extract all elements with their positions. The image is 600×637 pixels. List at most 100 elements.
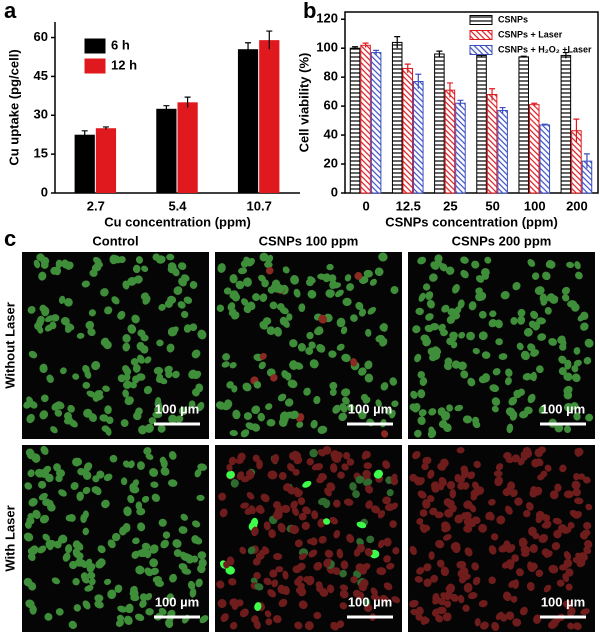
cell [409, 403, 417, 411]
cell [383, 555, 391, 563]
cell [441, 521, 451, 531]
cell [24, 521, 32, 529]
error-bar [520, 55, 527, 58]
cell [330, 621, 339, 631]
cell [506, 560, 514, 570]
cell [309, 359, 319, 369]
cell [246, 492, 255, 500]
cell [523, 327, 533, 337]
cell [553, 529, 562, 539]
cell [438, 477, 447, 487]
cell [293, 487, 301, 497]
cell [290, 274, 299, 285]
cell [415, 606, 424, 616]
bar [177, 102, 198, 193]
cell [409, 599, 419, 608]
cell [140, 292, 149, 301]
cell [333, 529, 341, 539]
cell [418, 409, 427, 417]
cell [150, 481, 159, 488]
cell [229, 598, 239, 607]
cell [228, 578, 237, 586]
cell [528, 564, 537, 573]
cell [68, 620, 77, 630]
cell [512, 618, 522, 627]
cell [268, 529, 276, 539]
cell [243, 412, 253, 420]
cell [217, 599, 227, 608]
cell [239, 608, 249, 618]
cell [546, 260, 556, 269]
cell [563, 425, 572, 434]
cell [263, 521, 271, 531]
scale-bar-label: 100 µm [541, 401, 585, 416]
cell [340, 560, 349, 570]
cell [257, 412, 265, 422]
cell [279, 316, 288, 326]
cell [445, 266, 455, 275]
cell [363, 604, 373, 613]
cell [564, 359, 572, 370]
cell [417, 490, 427, 499]
cell [153, 366, 164, 375]
cell [266, 326, 276, 336]
cell [29, 401, 38, 409]
cell [229, 274, 238, 284]
cell [81, 576, 90, 584]
cell [424, 324, 434, 333]
error-bar [436, 50, 443, 57]
cell [379, 337, 388, 347]
cell [55, 259, 63, 269]
cell [417, 389, 426, 399]
cell [471, 260, 480, 269]
cell [251, 423, 260, 432]
cell [82, 527, 90, 536]
cell [417, 371, 425, 379]
cell [324, 549, 334, 558]
cell [336, 343, 345, 351]
cell [72, 457, 81, 467]
cell [573, 347, 581, 355]
cell [417, 477, 425, 486]
cell [554, 483, 562, 492]
cell [344, 274, 352, 282]
cell [197, 329, 207, 340]
cell [466, 331, 475, 341]
cell [419, 377, 428, 387]
cell [137, 522, 146, 532]
cell [510, 317, 518, 325]
cell [516, 342, 524, 351]
cell [548, 338, 558, 346]
cell [350, 576, 358, 584]
cell [95, 559, 105, 569]
cell [548, 564, 559, 574]
legend-label: 12 h [111, 57, 137, 72]
scale-bar-label: 100 µm [155, 401, 199, 416]
cell [39, 304, 47, 313]
cell [86, 390, 96, 398]
cell [114, 584, 123, 593]
cell [27, 305, 36, 314]
cell [23, 532, 34, 542]
cell [531, 458, 540, 468]
cell [169, 573, 177, 583]
bar [518, 56, 529, 194]
cell [241, 475, 250, 483]
cell [157, 424, 166, 433]
cell [317, 448, 326, 457]
cell [229, 362, 237, 369]
legend-label: CSNPs + Laser [498, 29, 563, 39]
cell [331, 454, 340, 462]
cell [450, 541, 461, 551]
cell [46, 374, 54, 383]
cell [28, 581, 37, 591]
bar [349, 47, 361, 194]
bar [391, 41, 403, 194]
cell [496, 515, 506, 525]
cell [507, 544, 516, 553]
cell [349, 482, 357, 491]
cell [65, 323, 75, 331]
cell [241, 298, 249, 306]
y-axis-label: Cell viability (%) [296, 53, 311, 153]
cell [418, 292, 426, 302]
